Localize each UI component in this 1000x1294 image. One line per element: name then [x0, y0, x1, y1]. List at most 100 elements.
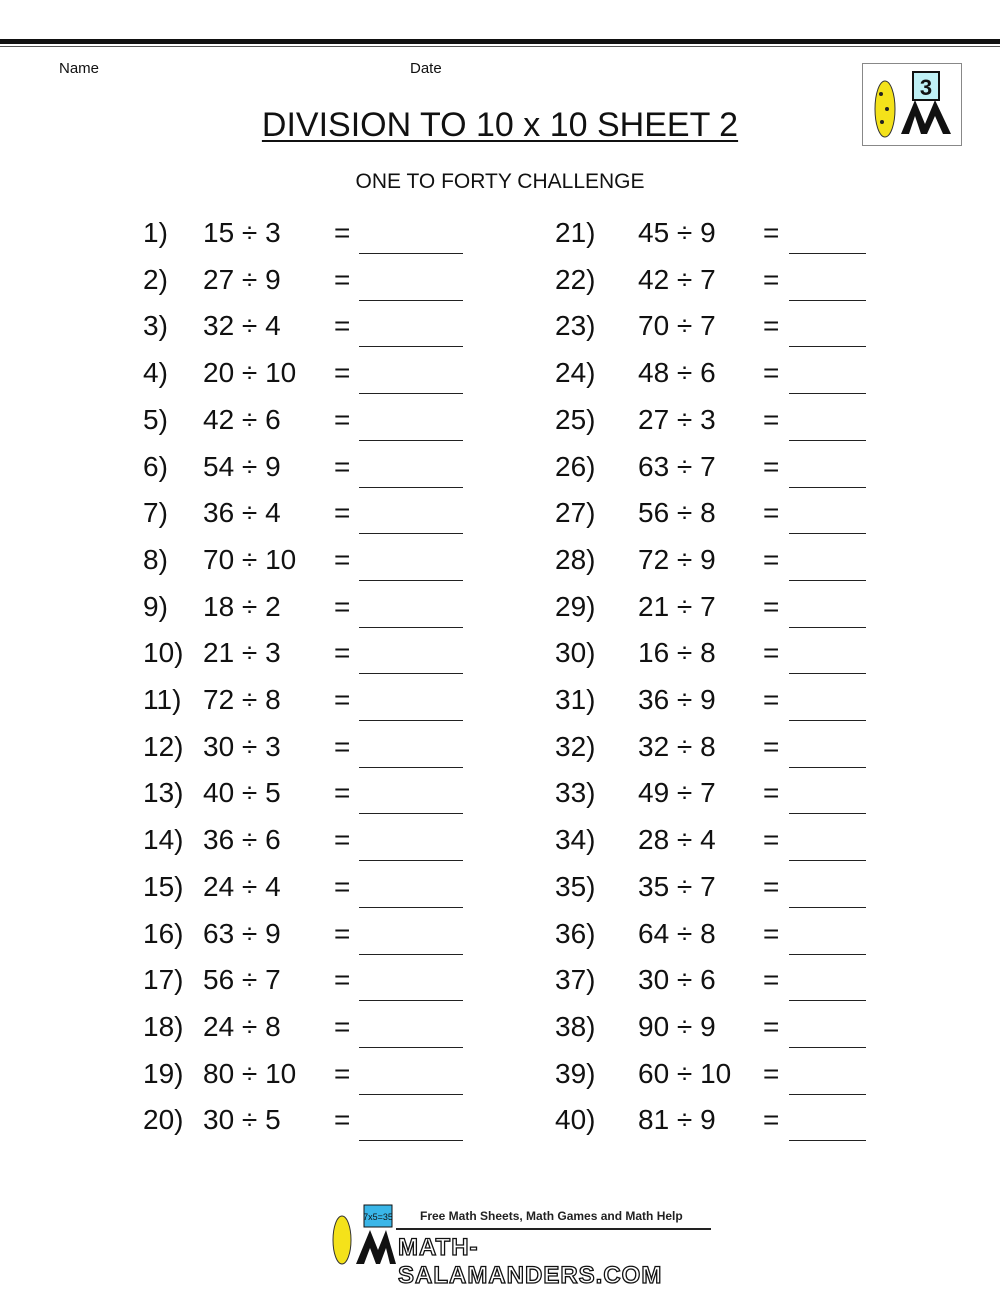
equals-sign: = [763, 730, 780, 762]
answer-blank[interactable] [789, 1000, 866, 1002]
problem-number: 22) [555, 263, 596, 295]
answer-blank[interactable] [359, 439, 463, 441]
problem-row: 24) 48 ÷ 6 = [0, 357, 1000, 397]
problem-row: 3) 32 ÷ 4 = [0, 310, 1000, 350]
problem-number: 12) [143, 730, 184, 762]
problem-row: 8) 70 ÷ 10 = [0, 544, 1000, 584]
problem-row: 37) 30 ÷ 6 = [0, 964, 1000, 1004]
answer-blank[interactable] [789, 253, 866, 254]
problem-expression: 32 ÷ 8 [638, 730, 716, 762]
answer-blank[interactable] [359, 720, 463, 721]
problem-expression: 21 ÷ 3 [203, 637, 281, 669]
problem-expression: 48 ÷ 6 [638, 357, 716, 389]
problem-expression: 72 ÷ 8 [203, 684, 281, 715]
equals-sign: = [334, 684, 351, 715]
problem-row: 33) 49 ÷ 7 = [0, 777, 1000, 817]
answer-blank[interactable] [359, 1140, 463, 1142]
problem-row: 36) 64 ÷ 8 = [0, 918, 1000, 958]
problem-row: 23) 70 ÷ 7 = [0, 310, 1000, 350]
answer-blank[interactable] [789, 393, 866, 395]
answer-blank[interactable] [359, 253, 463, 254]
equals-sign: = [763, 684, 780, 715]
problem-row: 10) 21 ÷ 3 = [0, 637, 1000, 677]
problem-row: 16) 63 ÷ 9 = [0, 918, 1000, 958]
answer-blank[interactable] [359, 533, 463, 535]
answer-blank[interactable] [789, 533, 866, 535]
equals-sign: = [763, 777, 780, 809]
equals-sign: = [334, 590, 351, 622]
answer-blank[interactable] [359, 299, 463, 301]
equals-sign: = [763, 263, 780, 295]
problem-number: 19) [143, 1057, 184, 1089]
problem-expression: 28 ÷ 4 [638, 824, 716, 856]
answer-blank[interactable] [789, 439, 866, 441]
answer-blank[interactable] [359, 393, 463, 395]
problem-row: 34) 28 ÷ 4 = [0, 824, 1000, 864]
problem-expression: 49 ÷ 7 [638, 777, 716, 809]
problem-row: 19) 80 ÷ 10 = [0, 1058, 1000, 1098]
equals-sign: = [334, 310, 351, 342]
problem-number: 10) [143, 637, 184, 669]
answer-blank[interactable] [789, 720, 866, 721]
answer-blank[interactable] [789, 860, 866, 862]
answer-blank[interactable] [359, 673, 463, 675]
problem-expression: 36 ÷ 9 [638, 684, 716, 715]
answer-blank[interactable] [359, 906, 463, 908]
answer-blank[interactable] [789, 906, 866, 908]
problem-expression: 21 ÷ 7 [638, 590, 716, 622]
problem-expression: 56 ÷ 7 [203, 964, 281, 996]
problem-row: 1) 15 ÷ 3 = [0, 217, 1000, 257]
problem-expression: 90 ÷ 9 [638, 1010, 716, 1042]
answer-blank[interactable] [359, 486, 463, 488]
answer-blank[interactable] [789, 953, 866, 955]
problem-number: 8) [143, 543, 168, 575]
top-rule-thin [0, 46, 1000, 47]
problem-row: 13) 40 ÷ 5 = [0, 777, 1000, 817]
salamander-logo: 3 [862, 63, 962, 146]
problem-expression: 24 ÷ 4 [203, 870, 281, 902]
answer-blank[interactable] [789, 579, 866, 581]
answer-blank[interactable] [359, 953, 463, 955]
footer-rule [396, 1228, 711, 1230]
problem-row: 27) 56 ÷ 8 = [0, 497, 1000, 537]
answer-blank[interactable] [359, 766, 463, 768]
answer-blank[interactable] [789, 626, 866, 628]
answer-blank[interactable] [359, 860, 463, 862]
problem-row: 11) 72 ÷ 8 = [0, 684, 1000, 724]
answer-blank[interactable] [359, 579, 463, 581]
answer-blank[interactable] [789, 1093, 866, 1095]
answer-blank[interactable] [789, 299, 866, 301]
answer-blank[interactable] [359, 626, 463, 628]
problem-expression: 60 ÷ 10 [638, 1057, 732, 1089]
date-label: Date [410, 60, 442, 77]
answer-blank[interactable] [359, 1093, 463, 1095]
answer-blank[interactable] [789, 486, 866, 488]
answer-blank[interactable] [789, 766, 866, 768]
answer-blank[interactable] [789, 673, 866, 675]
problem-number: 31) [555, 684, 596, 715]
equals-sign: = [763, 1057, 780, 1089]
answer-blank[interactable] [789, 1140, 866, 1142]
answer-blank[interactable] [359, 1000, 463, 1002]
name-label: Name [59, 60, 100, 77]
problem-row: 35) 35 ÷ 7 = [0, 871, 1000, 911]
top-rule [0, 39, 1000, 44]
equals-sign: = [763, 1010, 780, 1042]
problem-number: 5) [143, 403, 168, 435]
problem-number: 17) [143, 964, 184, 996]
equals-sign: = [334, 1057, 351, 1089]
answer-blank[interactable] [789, 1046, 866, 1048]
problem-row: 15) 24 ÷ 4 = [0, 871, 1000, 911]
answer-blank[interactable] [359, 813, 463, 815]
problem-row: 20) 30 ÷ 5 = [0, 1104, 1000, 1144]
answer-blank[interactable] [359, 346, 463, 348]
problem-expression: 54 ÷ 9 [203, 450, 281, 482]
problem-number: 30) [555, 637, 596, 669]
answer-blank[interactable] [789, 813, 866, 815]
problem-expression: 45 ÷ 9 [638, 217, 716, 248]
problem-row: 26) 63 ÷ 7 = [0, 451, 1000, 491]
problem-number: 35) [555, 870, 596, 902]
answer-blank[interactable] [359, 1046, 463, 1048]
problem-expression: 40 ÷ 5 [203, 777, 281, 809]
answer-blank[interactable] [789, 346, 866, 348]
